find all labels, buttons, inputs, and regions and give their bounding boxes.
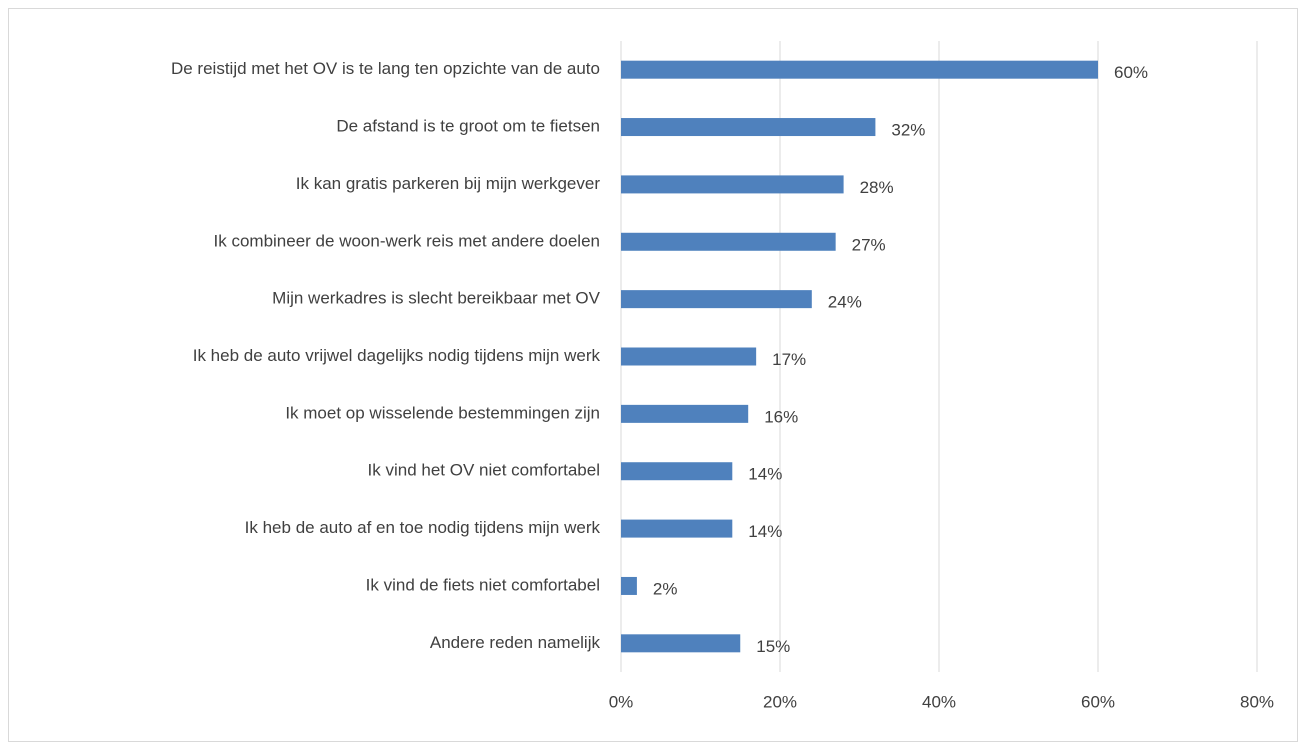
bar <box>621 519 733 538</box>
x-tick-label: 40% <box>922 692 956 711</box>
bar <box>621 290 812 309</box>
bar <box>621 462 733 481</box>
y-tick-label: Mijn werkadres is slecht bereikbaar met … <box>272 289 601 308</box>
data-label: 17% <box>772 350 806 369</box>
bar <box>621 175 844 194</box>
y-tick-label: De afstand is te groot om te fietsen <box>336 117 600 136</box>
bar <box>621 232 836 251</box>
bar <box>621 118 876 137</box>
data-label: 32% <box>891 121 925 140</box>
bar <box>621 634 741 653</box>
data-label: 14% <box>748 522 782 541</box>
data-label: 60% <box>1114 63 1148 82</box>
x-tick-label: 60% <box>1081 692 1115 711</box>
data-label: 24% <box>828 293 862 312</box>
y-tick-label: Ik kan gratis parkeren bij mijn werkgeve… <box>296 174 601 193</box>
data-label: 15% <box>756 637 790 656</box>
bar <box>621 347 757 366</box>
x-tick-label: 20% <box>763 692 797 711</box>
bar <box>621 404 749 423</box>
data-label: 2% <box>653 579 678 598</box>
y-tick-label: Ik vind de fiets niet comfortabel <box>366 575 600 594</box>
y-tick-label: Ik vind het OV niet comfortabel <box>368 461 600 480</box>
y-tick-label: Ik heb de auto vrijwel dagelijks nodig t… <box>193 346 601 365</box>
data-label: 27% <box>852 235 886 254</box>
y-tick-label: Ik heb de auto af en toe nodig tijdens m… <box>245 518 601 537</box>
bar <box>621 576 637 595</box>
y-tick-label: Ik combineer de woon-werk reis met ander… <box>214 231 600 250</box>
x-tick-label: 80% <box>1240 692 1274 711</box>
bar <box>621 60 1098 79</box>
y-tick-label: De reistijd met het OV is te lang ten op… <box>171 59 600 78</box>
y-tick-label: Andere reden namelijk <box>430 633 601 652</box>
x-tick-label: 0% <box>609 692 634 711</box>
data-label: 28% <box>860 178 894 197</box>
data-label: 16% <box>764 407 798 426</box>
y-tick-label: Ik moet op wisselende bestemmingen zijn <box>285 403 600 422</box>
data-label: 14% <box>748 465 782 484</box>
